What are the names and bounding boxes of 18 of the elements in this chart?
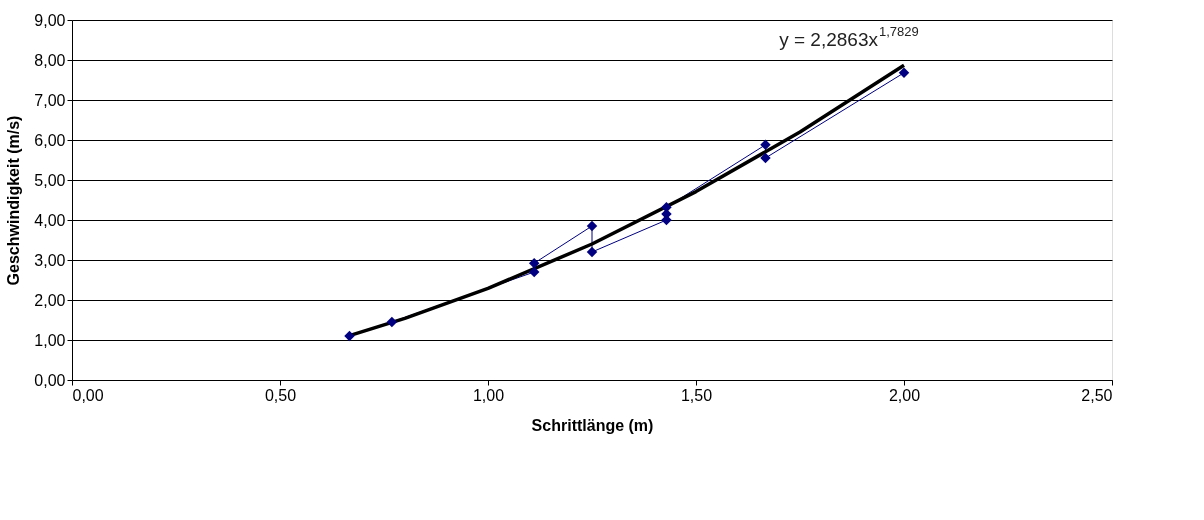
y-tick-label: 0,00 (34, 371, 66, 389)
y-axis-title: Geschwindigkeit (m/s) (5, 115, 23, 286)
y-tick-label: 6,00 (34, 131, 66, 149)
y-tick-label: 8,00 (34, 51, 66, 69)
x-tick-label: 2,00 (888, 386, 921, 404)
x-tick-label: 0,00 (72, 386, 104, 404)
x-tick-label: 0,50 (264, 386, 297, 404)
x-tick-label: 1,00 (472, 386, 505, 404)
x-tick-label: 2,50 (1081, 386, 1113, 404)
y-tick-label: 9,00 (34, 11, 66, 29)
y-tick-label: 1,00 (34, 331, 66, 349)
y-tick-label: 3,00 (34, 251, 66, 269)
y-tick-label: 5,00 (34, 171, 66, 189)
y-tick-label: 2,00 (34, 291, 66, 309)
x-axis-title: Schrittlänge (m) (531, 416, 654, 434)
y-tick-label: 4,00 (34, 211, 66, 229)
x-tick-label: 1,50 (680, 386, 713, 404)
y-tick-label: 7,00 (34, 91, 66, 109)
